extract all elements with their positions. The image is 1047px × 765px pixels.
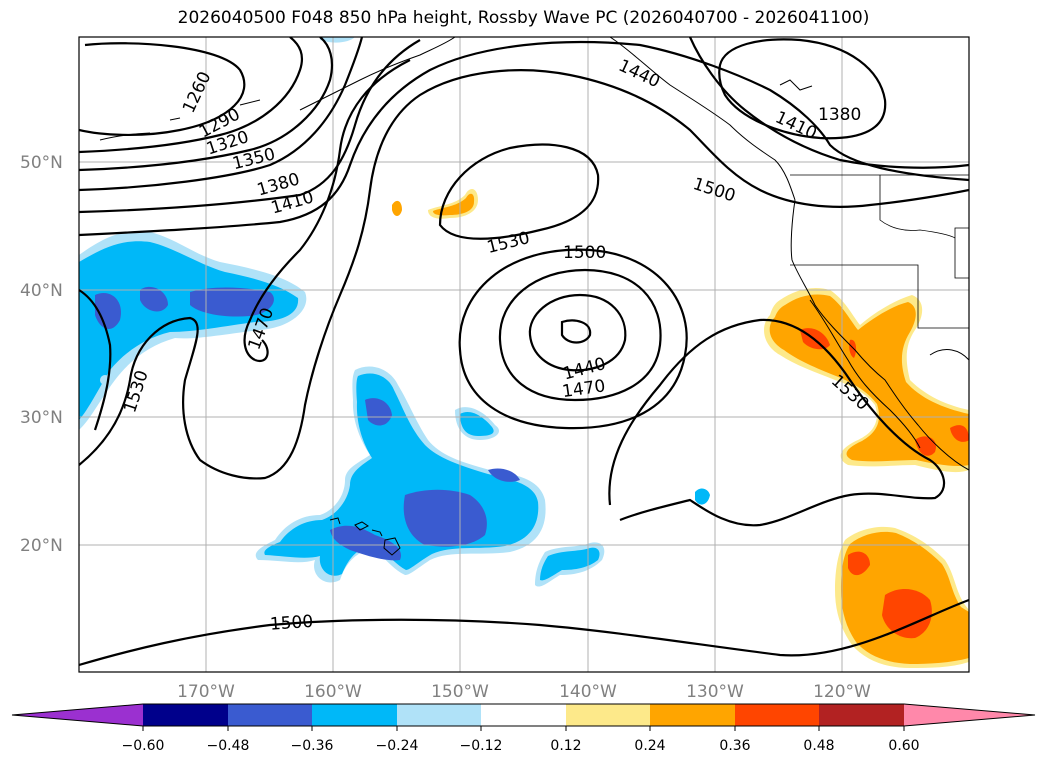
lon-tick-140w: 140°W (559, 682, 617, 702)
longitude-ticks: 170°W 160°W 150°W 140°W 130°W 120°W (177, 682, 871, 702)
map-title: 2026040500 F048 850 hPa height, Rossby W… (177, 8, 870, 28)
colorbar-segment-7 (650, 704, 735, 726)
hawaii-islands (329, 517, 401, 556)
positive-anomaly-shading (392, 188, 969, 668)
lat-tick-20: 20°N (20, 536, 63, 556)
latitude-ticks: 50°N 40°N 30°N 20°N (20, 153, 63, 556)
political-borders (789, 174, 969, 329)
colorbar-tick-label: 0.12 (550, 738, 581, 754)
colorbar-segment-4 (397, 704, 481, 726)
coastlines (99, 37, 969, 471)
map-frame (78, 36, 970, 673)
lat-tick-50: 50°N (20, 153, 63, 173)
contour-label-1500: 1500 (563, 243, 606, 263)
contour-label-1500-south: 1500 (269, 612, 314, 635)
lon-tick-120w: 120°W (813, 682, 871, 702)
colorbar-segment-0 (12, 704, 143, 726)
colorbar-segment-6 (566, 704, 650, 726)
colorbar-segment-8 (735, 704, 819, 726)
lon-tick-170w: 170°W (177, 682, 235, 702)
contour-label-1380-ne: 1380 (818, 105, 861, 125)
colorbar-segment-3 (312, 704, 397, 726)
colorbar-segment-5 (481, 704, 566, 726)
colorbar-tick-label: −0.36 (291, 738, 334, 754)
colorbar-tick-label: −0.12 (460, 738, 503, 754)
colorbar-segment-1 (143, 704, 228, 726)
colorbar: −0.60 −0.48 −0.36 −0.24 −0.12 0.12 0.24 … (11, 703, 1036, 754)
lon-tick-160w: 160°W (304, 682, 362, 702)
colorbar-tick-label: 0.48 (803, 738, 834, 754)
lon-tick-130w: 130°W (686, 682, 744, 702)
colorbar-segment-9 (819, 704, 904, 726)
lon-tick-150w: 150°W (431, 682, 489, 702)
colorbar-tick-label: −0.60 (122, 738, 165, 754)
colorbar-tick-label: 0.36 (719, 738, 750, 754)
lat-tick-40: 40°N (20, 281, 63, 301)
colorbar-segment-2 (228, 704, 312, 726)
colorbar-segment-10 (904, 704, 1035, 726)
colorbar-tick-label: 0.60 (888, 738, 919, 754)
colorbar-tick-label: −0.48 (207, 738, 250, 754)
height-contours (79, 37, 969, 667)
lat-tick-30: 30°N (20, 408, 63, 428)
colorbar-tick-label: −0.24 (376, 738, 419, 754)
map-plot-area: 1260 1290 1320 1350 1380 1410 1440 1470 … (79, 37, 969, 672)
colorbar-tick-label: 0.24 (634, 738, 665, 754)
